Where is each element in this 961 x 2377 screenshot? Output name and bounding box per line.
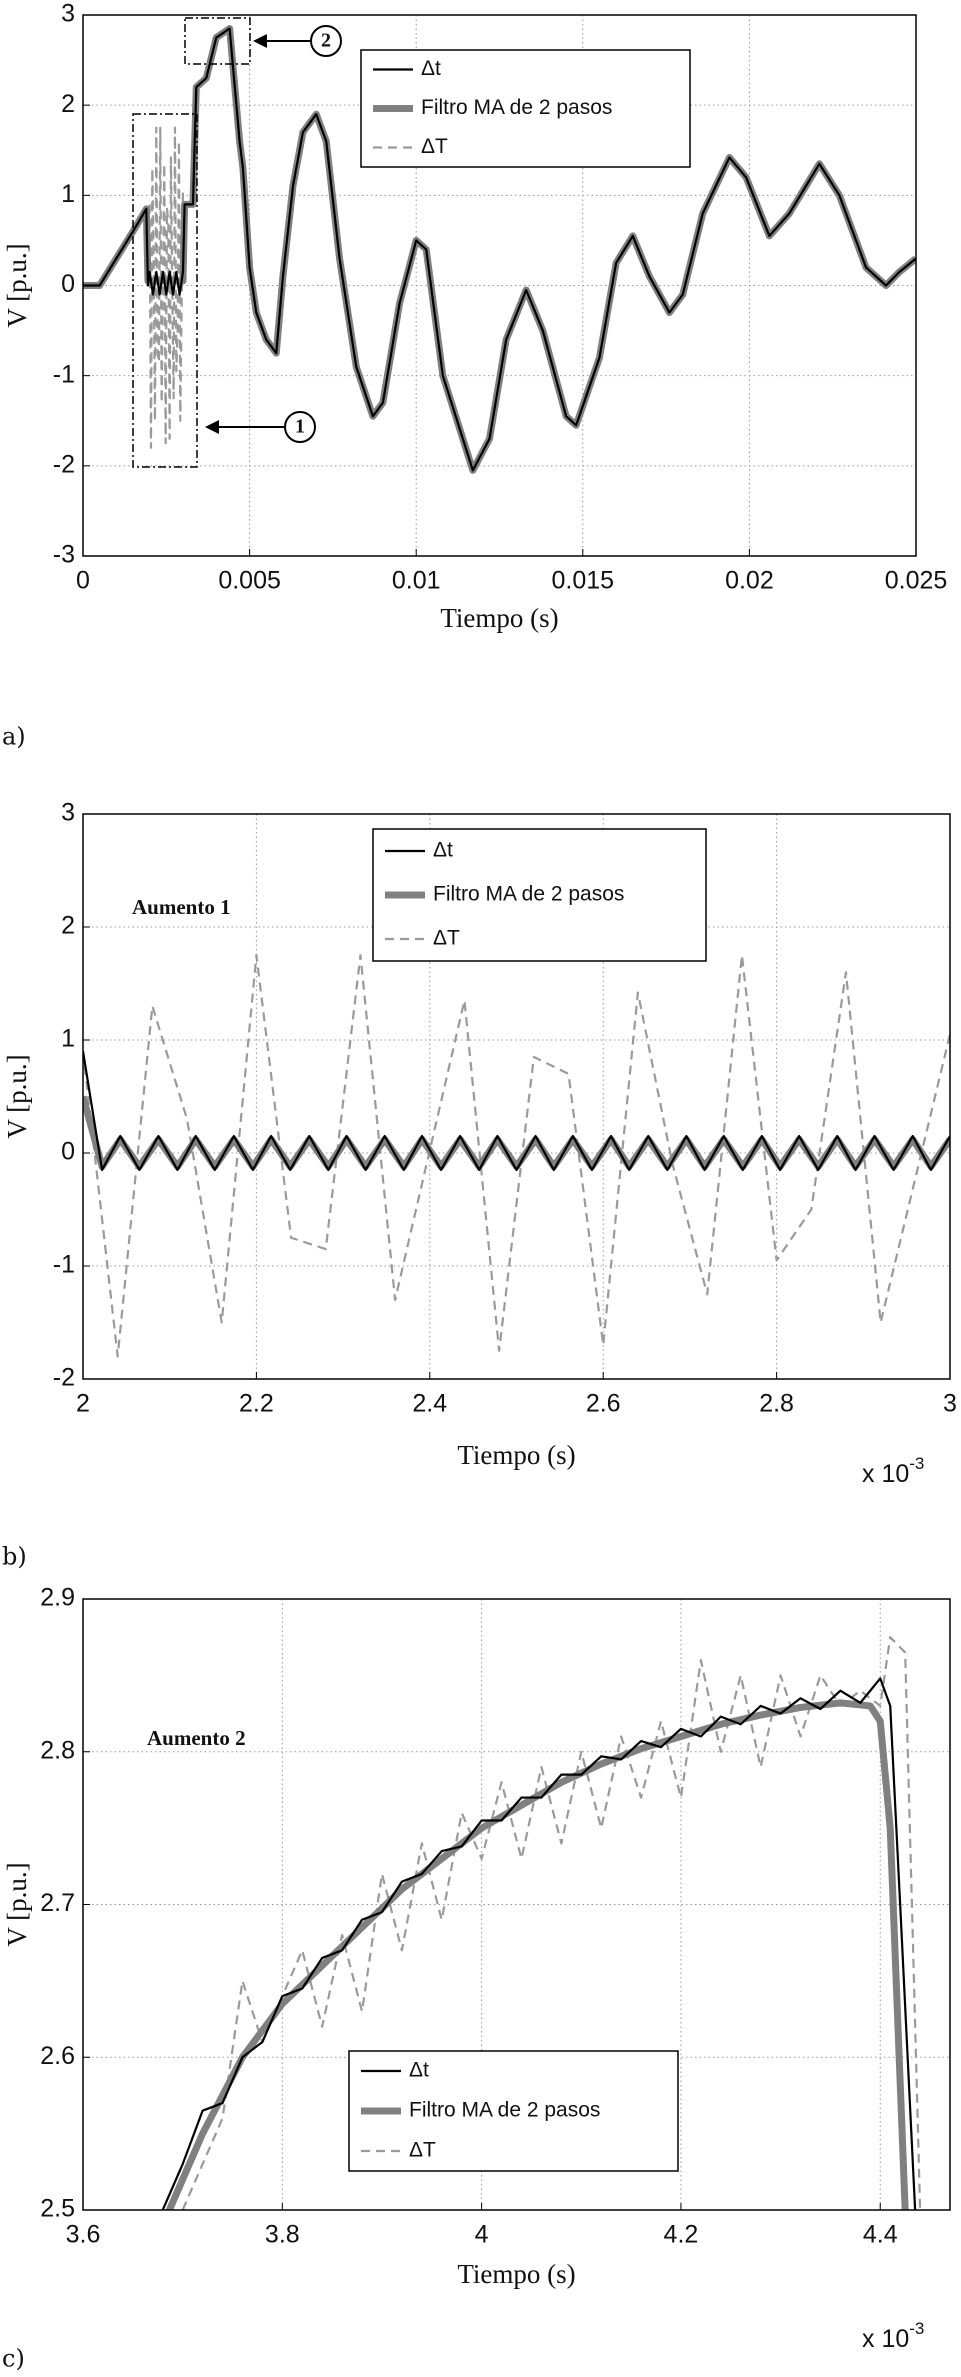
y-tick-label: 2 [61,90,75,118]
zoom-box [132,113,198,468]
x-tick-label: 0.005 [218,567,281,595]
y-tick-label: 2.5 [40,2195,75,2223]
x-tick-label: 3.8 [265,2221,300,2249]
y-tick-label: 1 [61,1025,75,1053]
annotation-number: 2 [321,30,331,52]
x-axis-label: Tiempo (s) [457,1440,575,1470]
x-multiplier: x 10-3 [862,1454,924,1487]
y-tick-label: 0 [61,1138,75,1166]
series-line [165,1699,909,2210]
y-axis-label: V [p.u.] [2,1862,32,1946]
y-axis-label: V [p.u.] [2,243,32,327]
x-tick-label: 0.025 [885,567,948,595]
y-tick-label: -2 [53,450,75,478]
y-tick-label: 3 [61,0,75,28]
x-axis-label: Tiempo (s) [457,2259,575,2289]
x-tick-label: 0.015 [552,567,615,595]
x-tick-label: 2.2 [239,1390,274,1418]
plot-series [161,1636,922,2210]
y-tick-label: 2.7 [40,1889,75,1917]
y-tick-label: -1 [53,1251,75,1279]
x-tick-label: 3 [943,1390,957,1418]
annotation-circle [310,25,342,57]
panel-label: c) [2,2345,25,2373]
plot-series [83,954,950,1358]
legend-box [372,828,707,962]
x-axis-label: Tiempo (s) [440,603,558,633]
x-tick-label: 4 [475,2221,489,2249]
arrow-head [205,420,219,434]
legend-label: ΔT [433,927,460,950]
plot-series [83,25,916,474]
legend-box [360,49,691,168]
y-tick-label: 1 [61,180,75,208]
multiplier-base: x 10 [862,1460,909,1488]
x-tick-label: 2.4 [412,1390,447,1418]
legend-label: ΔT [421,135,448,158]
y-tick-label: 3 [61,799,75,827]
y-tick-label: -1 [53,360,75,388]
y-tick-label: 2.8 [40,1736,75,1764]
legend-label: Δt [421,57,441,80]
panel-label: a) [2,723,26,751]
x-multiplier: x 10-3 [862,2319,924,2352]
arrow-head [253,34,267,48]
x-tick-label: 4.2 [664,2221,699,2249]
legend-label: ΔT [409,2139,436,2162]
plot-frame [82,813,951,1380]
plot-frame [82,14,917,557]
x-tick-label: 2.8 [759,1390,794,1418]
y-tick-label: 0 [61,270,75,298]
y-tick-label: -3 [53,541,75,569]
x-tick-label: 0.01 [392,567,441,595]
series-line [148,126,185,449]
annotation-number: 1 [295,416,305,438]
series-line [181,1636,922,2210]
x-tick-label: 2.6 [586,1390,621,1418]
y-tick-label: 2.6 [40,2042,75,2070]
panel-label: b) [2,1543,27,1571]
x-tick-label: 4.4 [863,2221,898,2249]
x-tick-label: 0.02 [725,567,774,595]
annotation-note: Aumento 2 [147,1726,246,1750]
x-tick-label: 0 [76,567,90,595]
legend-label: Δt [409,2059,429,2082]
y-tick-label: 2.9 [40,1584,75,1612]
y-axis-label: V [p.u.] [2,1054,32,1138]
legend-label: Δt [433,839,453,862]
plot-frame [82,1598,951,2211]
multiplier-base: x 10 [862,2325,909,2353]
x-tick-label: 3.6 [66,2221,101,2249]
series-line [83,1051,950,1172]
legend-label: Filtro MA de 2 pasos [433,883,624,906]
y-tick-label: -2 [53,1364,75,1392]
legend-label: Filtro MA de 2 pasos [409,2099,600,2122]
series-line [83,954,950,1358]
x-tick-label: 2 [76,1390,90,1418]
multiplier-exponent: -3 [909,2319,924,2338]
annotation-circle [284,411,316,443]
multiplier-exponent: -3 [909,1454,924,1473]
series-line [161,1677,917,2210]
annotation-note: Aumento 1 [132,895,231,919]
zoom-box [184,17,251,65]
y-tick-label: 2 [61,912,75,940]
legend-label: Filtro MA de 2 pasos [421,96,612,119]
series-line [83,27,916,472]
legend-box [348,2050,679,2172]
